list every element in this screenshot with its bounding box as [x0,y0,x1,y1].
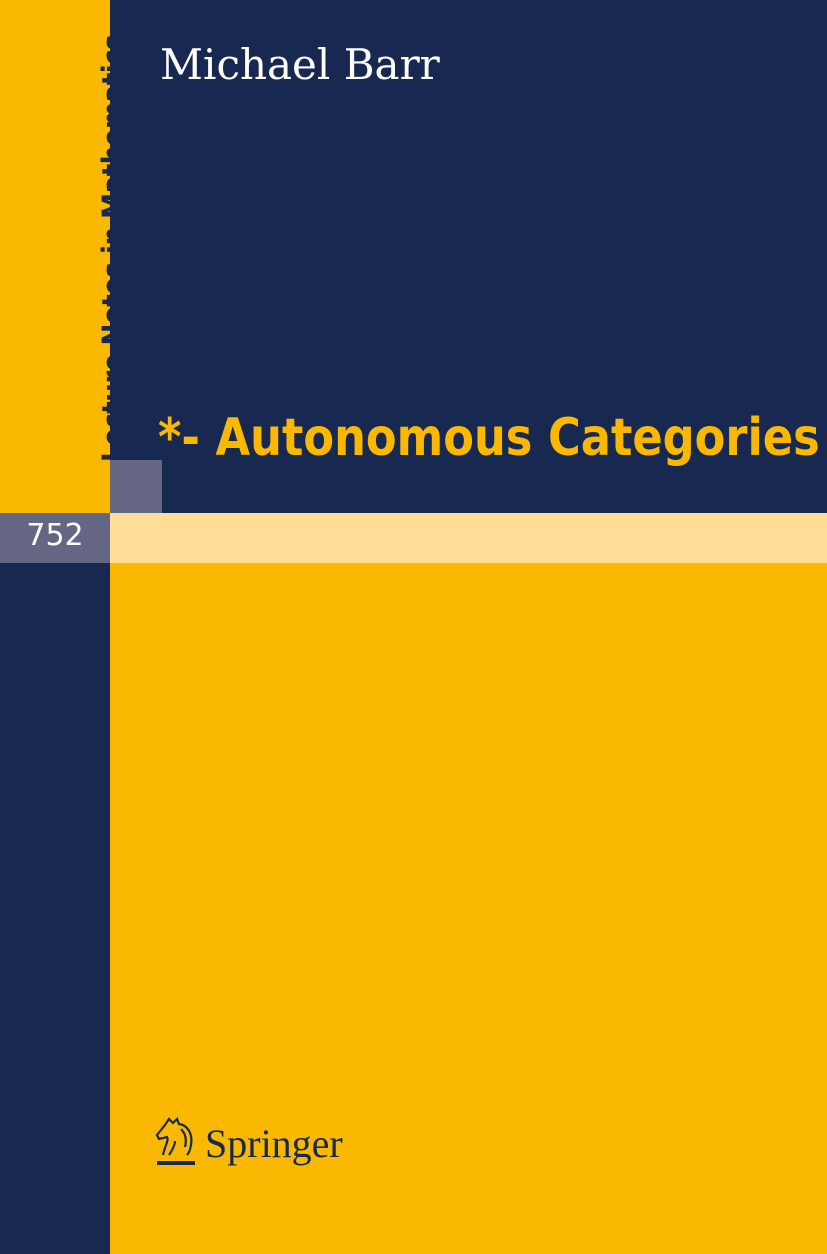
band [110,513,827,563]
publisher-logo: Springer [155,1115,343,1171]
author: Michael Barr [160,40,440,89]
title-panel [110,0,827,513]
spine-bottom [0,563,110,1254]
series-title: Lecture Notes in Mathematics [96,34,130,462]
spine-top [0,0,110,513]
lower-panel [110,563,827,1254]
volume-number: 752 [26,518,84,553]
book-title: *- Autonomous Categories [158,408,820,468]
publisher-name: Springer [205,1120,343,1166]
springer-horse-icon [155,1117,195,1165]
decorative-square [110,460,162,513]
volume-box [0,513,110,563]
